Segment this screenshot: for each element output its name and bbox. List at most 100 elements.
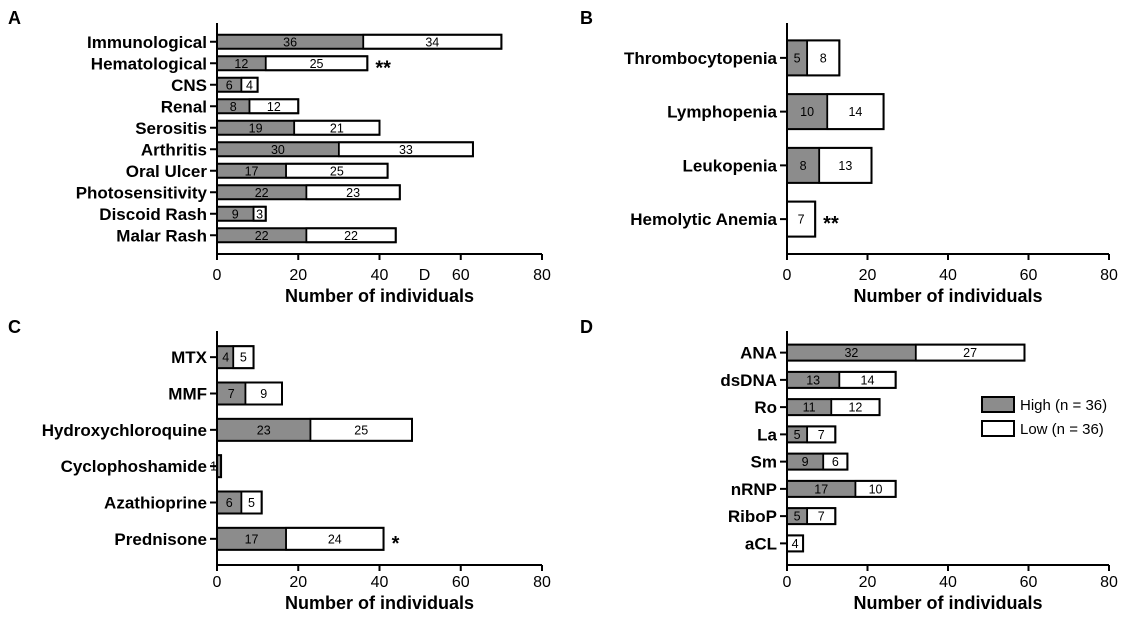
value-label-low: 5 <box>248 496 255 510</box>
x-tick-label: 60 <box>452 267 470 284</box>
category-label: CNS <box>171 76 207 95</box>
bar-outline <box>786 370 897 389</box>
panel-a: A 0 20 40 60 80 Number of individuals Immunolog… <box>8 8 551 306</box>
category-label: Azathioprine <box>104 494 207 513</box>
category-label: Renal <box>161 97 207 116</box>
bar-outline <box>216 119 381 136</box>
bar-outline <box>216 33 503 50</box>
bar-outline <box>216 227 397 244</box>
value-label-high: 7 <box>228 387 235 401</box>
category-label: Serositis <box>135 119 207 138</box>
category-label: Thrombocytopenia <box>624 49 778 68</box>
value-label-high: 13 <box>806 373 820 387</box>
value-label-high: 6 <box>226 496 233 510</box>
value-label-low: 7 <box>818 428 825 442</box>
category-label: Prednisone <box>114 530 207 549</box>
value-label-high: 4 <box>222 351 229 365</box>
x-tick-label: 60 <box>1020 574 1038 591</box>
legend-label: High (n = 36) <box>1020 397 1107 414</box>
category-label: Immunological <box>87 33 207 52</box>
value-label-low: 8 <box>820 51 827 65</box>
bar-outline <box>786 39 841 77</box>
significance-marker: ** <box>823 213 839 235</box>
panel-label: C <box>8 317 21 337</box>
panel-b: B 0 20 40 60 80 Number of individuals Thrombocy… <box>580 8 1118 306</box>
value-label-low: 14 <box>861 373 875 387</box>
value-label-low: 7 <box>798 213 805 227</box>
category-label: Arthritis <box>141 140 207 159</box>
category-label: ANA <box>740 344 777 363</box>
bar-outline <box>216 98 300 115</box>
x-tick-label: 0 <box>213 267 222 284</box>
category-label: Lymphopenia <box>667 103 777 122</box>
category-label: Hemolytic Anemia <box>630 210 777 229</box>
category-label: Hydroxychloroquine <box>42 421 207 440</box>
value-label-low: 27 <box>963 346 977 360</box>
category-label: RiboP <box>728 507 777 526</box>
value-label-high: 8 <box>230 100 237 114</box>
value-label-high: 12 <box>234 57 248 71</box>
legend: High (n = 36) Low (n = 36) <box>981 396 1107 438</box>
bar-outline <box>786 343 1026 362</box>
value-label-low: 25 <box>310 57 324 71</box>
bar-outline <box>216 184 401 201</box>
legend-swatch <box>981 396 1015 413</box>
bar-outline <box>216 490 263 515</box>
x-axis-label: Number of individuals <box>853 593 1042 613</box>
x-tick-label: 80 <box>1100 267 1118 284</box>
category-label: Sm <box>751 453 777 472</box>
value-label-low: 14 <box>848 105 862 119</box>
value-label-low: 25 <box>354 423 368 437</box>
panel-label: A <box>8 8 21 28</box>
value-label-high: 30 <box>271 143 285 157</box>
value-label-low: 3 <box>256 207 263 221</box>
x-tick-label: 60 <box>1020 267 1038 284</box>
bar-outline <box>216 526 385 551</box>
bar-outline <box>786 534 805 553</box>
value-label-low: 4 <box>246 78 253 92</box>
category-label: Ro <box>754 398 777 417</box>
value-label-high: 19 <box>249 121 263 135</box>
value-label-high: 32 <box>844 346 858 360</box>
value-label-high: 17 <box>245 532 259 546</box>
value-label-low: 25 <box>330 164 344 178</box>
value-label-low: 6 <box>832 455 839 469</box>
x-tick-label: 80 <box>533 574 551 591</box>
category-label: MMF <box>168 385 207 404</box>
bar-low <box>806 39 841 77</box>
value-label-low: 12 <box>848 401 862 415</box>
value-label-high: 9 <box>232 207 239 221</box>
x-axis-label: Number of individuals <box>285 593 474 613</box>
bar-outline <box>216 454 223 479</box>
value-label-high: 8 <box>800 159 807 173</box>
legend-label: Low (n = 36) <box>1020 421 1104 438</box>
category-label: Discoid Rash <box>99 205 207 224</box>
value-label-high: 5 <box>794 51 801 65</box>
value-label-high: 5 <box>794 510 801 524</box>
value-label-low: 24 <box>328 532 342 546</box>
value-label-low: 4 <box>792 537 799 551</box>
significance-marker: ** <box>375 57 391 79</box>
bar-outline <box>216 76 259 93</box>
bar-outline <box>786 200 817 238</box>
bar-outline <box>786 93 885 131</box>
value-label-high: 22 <box>255 186 269 200</box>
x-tick-label: 0 <box>213 574 222 591</box>
x-tick-label: 40 <box>371 574 389 591</box>
category-label: Photosensitivity <box>76 183 208 202</box>
bar-outline <box>786 146 873 184</box>
value-label-low: 7 <box>818 510 825 524</box>
bar-outline <box>216 417 413 442</box>
category-label: aCL <box>745 534 777 553</box>
value-label-low: 34 <box>425 35 439 49</box>
value-label-high: 17 <box>245 164 259 178</box>
value-label-low: 10 <box>869 482 883 496</box>
category-label: MTX <box>171 348 208 367</box>
value-label-low: 23 <box>346 186 360 200</box>
category-label: Leukopenia <box>683 156 778 175</box>
value-label-high: 9 <box>802 455 809 469</box>
value-label-high: 22 <box>255 229 269 243</box>
bar-outline <box>216 345 255 370</box>
x-tick-label: 20 <box>859 267 877 284</box>
